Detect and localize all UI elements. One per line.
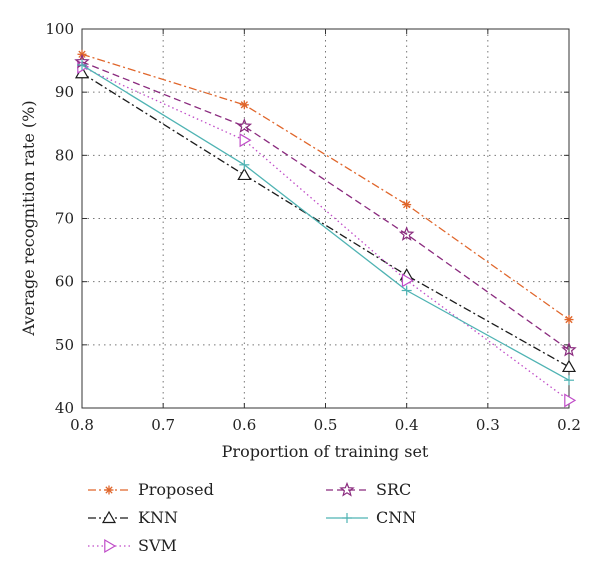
- x-axis-label: Proportion of training set: [222, 442, 429, 461]
- data-point-proposed: [239, 100, 249, 110]
- data-point-cnn: [239, 159, 250, 170]
- x-tick-label: 0.6: [232, 416, 256, 434]
- legend-item-knn: KNN: [88, 508, 178, 527]
- data-point-svm: [564, 393, 577, 408]
- series-line-proposed: [81, 53, 570, 321]
- y-tick-label: 70: [55, 210, 74, 228]
- axis-ticks: 0.8 0.7 0.6 0.5 0.4 0.3 0.2 40 50 60 70 80 90 100: [45, 20, 581, 434]
- legend-marker-proposed: [104, 485, 114, 495]
- y-tick-label: 100: [45, 20, 74, 38]
- x-tick-label: 0.5: [314, 416, 338, 434]
- grid-lines: [82, 29, 569, 408]
- legend-item-svm: SVM: [88, 536, 177, 555]
- x-tick-label: 0.8: [70, 416, 94, 434]
- legend-label-svm: SVM: [138, 536, 177, 555]
- legend-label-proposed: Proposed: [138, 480, 214, 499]
- data-point-svm: [239, 133, 252, 148]
- series-proposed: [77, 49, 574, 325]
- series-svm: [77, 59, 577, 408]
- data-point-cnn: [77, 60, 87, 71]
- data-point-src: [561, 341, 577, 357]
- legend: Proposed KNN SVM SRC CNN: [88, 480, 416, 555]
- legend-marker-cnn: [342, 513, 352, 523]
- legend-label-cnn: CNN: [376, 508, 416, 527]
- y-tick-label: 60: [55, 273, 74, 291]
- legend-item-src: SRC: [326, 480, 411, 499]
- legend-marker-svm: [104, 538, 117, 554]
- data-point-cnn: [564, 375, 574, 386]
- y-tick-label: 80: [55, 146, 74, 164]
- legend-label-src: SRC: [376, 480, 411, 499]
- legend-marker-src: [339, 481, 355, 497]
- y-axis-label: Average recognition rate (%): [19, 100, 38, 336]
- legend-item-proposed: Proposed: [88, 480, 214, 499]
- legend-marker-knn: [101, 510, 117, 524]
- data-point-src: [236, 118, 253, 133]
- data-point-proposed: [402, 200, 412, 210]
- x-tick-label: 0.3: [476, 416, 500, 434]
- data-point-src: [398, 226, 415, 241]
- legend-item-cnn: CNN: [326, 508, 416, 527]
- x-tick-label: 0.4: [395, 416, 419, 434]
- x-tick-label: 0.7: [151, 416, 175, 434]
- y-tick-label: 40: [55, 399, 74, 417]
- data-point-knn: [237, 167, 252, 181]
- series-cnn: [77, 60, 574, 386]
- data-point-cnn: [401, 285, 412, 296]
- series-line-cnn: [81, 64, 570, 381]
- data-point-proposed: [564, 315, 574, 325]
- data-point-knn: [561, 359, 577, 373]
- y-tick-label: 90: [55, 83, 74, 101]
- data-point-svm: [401, 273, 414, 288]
- x-tick-label: 0.2: [557, 416, 581, 434]
- legend-label-knn: KNN: [138, 508, 178, 527]
- series-line-knn: [81, 72, 570, 368]
- y-tick-label: 50: [55, 336, 74, 354]
- series-layer: [74, 49, 577, 408]
